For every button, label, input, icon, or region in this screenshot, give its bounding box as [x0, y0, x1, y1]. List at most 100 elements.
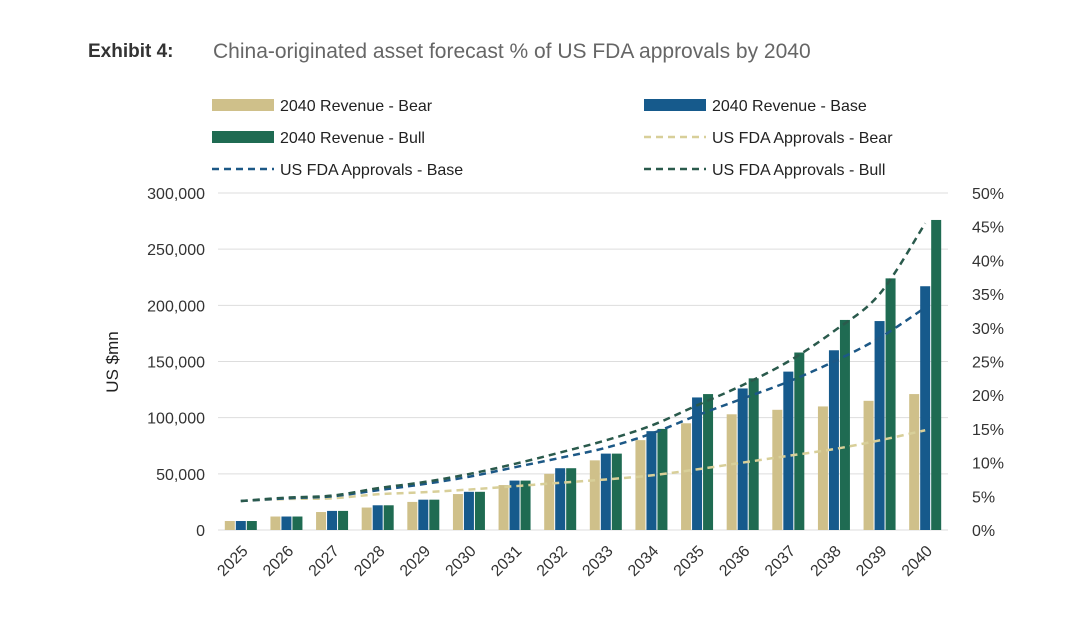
- y-axis-left: 0 50,000 100,000 150,000 200,000 250,000 300,0…: [147, 186, 205, 540]
- y2-tick-label: 40%: [972, 253, 1004, 270]
- bar-2040-revenue-bull: [383, 505, 394, 530]
- bar-2040-revenue-base: [281, 516, 292, 530]
- y2-tick-label: 10%: [972, 456, 1004, 473]
- bar-2040-revenue-bull: [839, 319, 850, 530]
- bar-2040-revenue-bull: [657, 428, 668, 530]
- x-tick-label: 2031: [488, 543, 525, 580]
- bar-2040-revenue-bull: [338, 510, 349, 530]
- y-tick-label: 200,000: [147, 298, 205, 315]
- bar-2040-revenue-bear: [863, 400, 874, 530]
- y-tick-label: 250,000: [147, 242, 205, 259]
- bar-2040-revenue-bear: [726, 414, 737, 530]
- y-tick-label: 100,000: [147, 411, 205, 428]
- y2-tick-label: 30%: [972, 321, 1004, 338]
- bar-2040-revenue-base: [828, 350, 839, 530]
- chart-title: China-originated asset forecast % of US …: [213, 40, 811, 63]
- bar-2040-revenue-bull: [474, 491, 485, 530]
- y-tick-label: 0: [196, 523, 205, 540]
- line-us-fda-approvals-bear: [240, 429, 926, 503]
- bar-2040-revenue-base: [418, 499, 429, 530]
- bar-2040-revenue-bear: [772, 409, 783, 530]
- line-series: [240, 222, 927, 503]
- x-tick-label: 2027: [306, 543, 343, 580]
- bar-2040-revenue-bear: [316, 512, 327, 530]
- y2-tick-label: 50%: [972, 186, 1004, 203]
- bar-2040-revenue-bear: [681, 423, 692, 530]
- y2-tick-label: 5%: [972, 489, 995, 506]
- bar-2040-revenue-base: [646, 431, 657, 530]
- x-tick-label: 2026: [260, 543, 297, 580]
- y-axis-label: US $mn: [103, 331, 122, 392]
- bar-2040-revenue-bull: [748, 378, 759, 530]
- legend-label: US FDA Approvals - Bull: [712, 162, 885, 179]
- bar-2040-revenue-bull: [520, 480, 531, 530]
- y-tick-label: 50,000: [156, 467, 205, 484]
- x-axis: 2025 2026 2027 2028 2029 2030 2031 2032 2033 2034…: [214, 543, 936, 580]
- x-tick-label: 2032: [534, 543, 571, 580]
- bar-2040-revenue-bear: [361, 507, 372, 530]
- y2-tick-label: 35%: [972, 287, 1004, 304]
- bar-2040-revenue-base: [372, 505, 383, 530]
- x-tick-label: 2030: [443, 543, 480, 580]
- bar-2040-revenue-base: [600, 453, 611, 530]
- bar-2040-revenue-bear: [544, 473, 555, 530]
- y-axis-right: 0% 5% 10% 15% 20% 25% 30% 35% 40% 45% 50%: [972, 186, 1004, 540]
- x-tick-label: 2036: [716, 543, 753, 580]
- bar-2040-revenue-base: [692, 397, 703, 530]
- bar-2040-revenue-bull: [292, 516, 303, 530]
- y2-tick-label: 45%: [972, 220, 1004, 237]
- x-tick-label: 2038: [808, 543, 845, 580]
- bar-2040-revenue-bull: [566, 468, 577, 530]
- bar-2040-revenue-bull: [611, 453, 622, 530]
- bar-2040-revenue-base: [235, 521, 246, 530]
- bar-2040-revenue-bull: [885, 278, 896, 530]
- bar-2040-revenue-bull: [794, 352, 805, 530]
- legend-swatch: [212, 99, 274, 111]
- line-us-fda-approvals-bull: [240, 222, 927, 503]
- bar-2040-revenue-bull: [703, 394, 714, 530]
- legend-label: 2040 Revenue - Bear: [280, 98, 433, 115]
- legend-label: 2040 Revenue - Bull: [280, 130, 425, 147]
- bar-series: [224, 219, 942, 530]
- x-tick-label: 2039: [853, 543, 890, 580]
- legend-label: 2040 Revenue - Base: [712, 98, 867, 115]
- bar-2040-revenue-bear: [635, 440, 646, 530]
- x-tick-label: 2037: [762, 543, 799, 580]
- y2-tick-label: 15%: [972, 422, 1004, 439]
- bar-2040-revenue-bear: [452, 494, 463, 530]
- bar-2040-revenue-bear: [909, 394, 920, 530]
- bar-2040-revenue-bear: [817, 406, 828, 530]
- x-tick-label: 2033: [579, 543, 616, 580]
- bar-2040-revenue-base: [783, 371, 794, 530]
- bar-2040-revenue-bear: [407, 501, 418, 530]
- bar-2040-revenue-base: [463, 491, 474, 530]
- bar-2040-revenue-base: [874, 321, 885, 530]
- bar-2040-revenue-bull: [246, 521, 257, 530]
- line-us-fda-approvals-base: [240, 306, 926, 503]
- y2-tick-label: 0%: [972, 523, 995, 540]
- bar-2040-revenue-base: [920, 286, 931, 530]
- x-tick-label: 2028: [351, 543, 388, 580]
- bar-2040-revenue-base: [327, 510, 338, 530]
- bar-2040-revenue-base: [737, 388, 748, 530]
- y2-tick-label: 20%: [972, 388, 1004, 405]
- legend-label: US FDA Approvals - Bear: [712, 130, 893, 147]
- x-tick-label: 2034: [625, 543, 662, 580]
- y-tick-label: 150,000: [147, 355, 205, 372]
- bar-2040-revenue-base: [555, 468, 566, 530]
- bar-2040-revenue-bear: [589, 460, 600, 530]
- x-tick-label: 2025: [214, 543, 251, 580]
- legend-label: US FDA Approvals - Base: [280, 162, 463, 179]
- exhibit-label: Exhibit 4:: [88, 41, 174, 62]
- bar-2040-revenue-bull: [429, 499, 440, 530]
- y-tick-label: 300,000: [147, 186, 205, 203]
- bar-2040-revenue-base: [509, 480, 520, 530]
- x-tick-label: 2029: [397, 543, 434, 580]
- legend-swatch: [212, 131, 274, 143]
- bar-2040-revenue-bear: [224, 521, 235, 530]
- bar-2040-revenue-bear: [270, 516, 281, 530]
- x-tick-label: 2035: [671, 543, 708, 580]
- bar-2040-revenue-bull: [931, 219, 942, 530]
- x-tick-label: 2040: [899, 543, 936, 580]
